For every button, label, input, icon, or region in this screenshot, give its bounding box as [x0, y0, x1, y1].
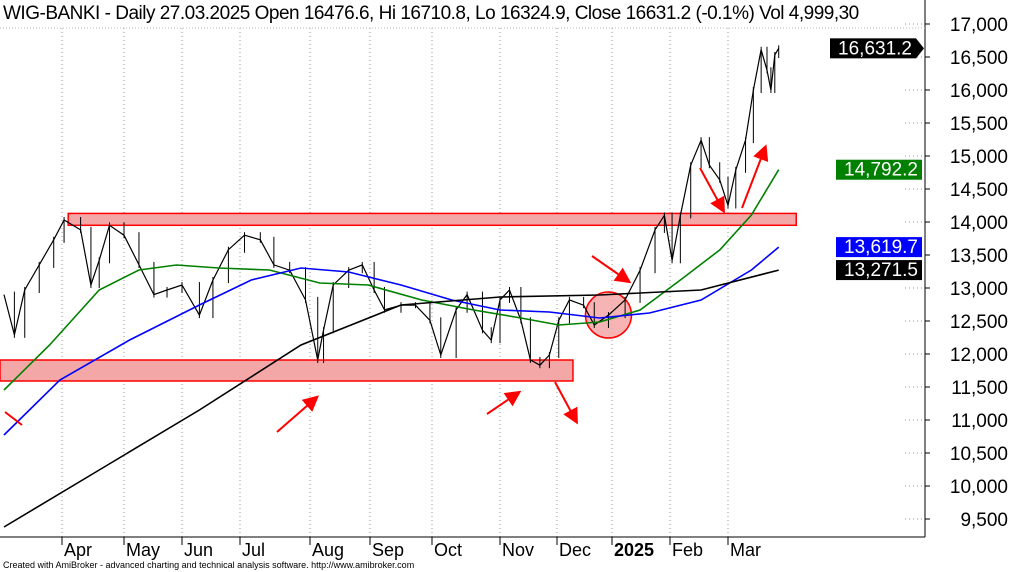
x-tick-label: Mar — [730, 540, 761, 560]
x-tick-label: Dec — [559, 540, 591, 560]
red-arrow-icon — [276, 395, 320, 433]
annotation-zones — [0, 212, 797, 382]
y-tick-label: 13,500 — [950, 246, 1008, 267]
badge-pointer — [916, 38, 924, 59]
y-tick-label: 12,000 — [950, 345, 1008, 366]
x-tick-label: Feb — [672, 540, 703, 560]
x-tick-label: 2025 — [614, 540, 654, 560]
red-mark — [4, 411, 23, 426]
badge-bg — [836, 159, 922, 180]
y-tick-label: 10,000 — [950, 477, 1008, 498]
y-tick-label: 14,000 — [950, 213, 1008, 234]
badge-label: 13,619.7 — [844, 237, 918, 258]
badge-bg — [830, 38, 916, 59]
x-tick-label: Nov — [502, 540, 534, 560]
moving-average-line-1 — [3, 169, 780, 391]
red-arrow-icon — [741, 144, 769, 209]
x-tick-label: Sep — [372, 540, 404, 560]
red-arrow-icon — [591, 255, 632, 284]
support-resistance-zone — [67, 212, 797, 227]
y-tick-label: 10,500 — [950, 444, 1008, 465]
ma-value-badge-2: 13,271.5 — [836, 260, 922, 281]
y-tick-label: 16,000 — [950, 81, 1008, 102]
badge-bg — [836, 260, 922, 281]
y-tick-label: 12,500 — [950, 312, 1008, 333]
y-tick-label: 17,000 — [950, 15, 1008, 36]
price-line — [3, 47, 780, 366]
series-lines — [3, 45, 780, 528]
x-tick-label: May — [126, 540, 160, 560]
ma-value-badge-1: 13,619.7 — [836, 237, 922, 258]
x-tick-label: Jun — [184, 540, 213, 560]
y-tick-label: 9,500 — [960, 510, 1008, 531]
y-tick-label: 11,500 — [951, 378, 1008, 399]
y-tick-label: 15,000 — [950, 147, 1008, 168]
y-tick-label: 11,000 — [951, 411, 1008, 432]
x-tick-label: Oct — [434, 540, 462, 560]
badge-label: 16,631.2 — [838, 38, 912, 59]
x-tick-label: Aug — [312, 540, 344, 560]
axes: 17,000 16,500 16,000 15,500 15,000 14,500 14,0… — [0, 0, 1008, 560]
badge-label: 14,792.2 — [844, 160, 918, 181]
red-arrow-icon — [554, 381, 578, 425]
badge-label: 13,271.5 — [844, 260, 918, 281]
moving-average-line-2 — [3, 246, 780, 436]
grid — [61, 23, 925, 537]
annotation-arrows — [4, 144, 769, 433]
y-tick-label: 14,500 — [950, 180, 1008, 201]
badge-bg — [836, 237, 922, 258]
y-tick-label: 15,500 — [950, 114, 1008, 135]
footer-credit: Created with AmiBroker - advanced charti… — [3, 560, 415, 570]
red-arrow-icon — [486, 390, 522, 415]
y-tick-label: 13,000 — [950, 279, 1008, 300]
support-resistance-zone — [0, 359, 574, 382]
x-tick-label: Apr — [64, 540, 92, 560]
value-badges: 16,631.2 14,792.2 13,619.713,271.5 — [830, 38, 924, 281]
x-tick-label: Jul — [242, 540, 265, 560]
chart-title: WIG-BANKI - Daily 27.03.2025 Open 16476.… — [3, 3, 859, 24]
red-arrow-icon — [699, 167, 725, 214]
ma-value-badge-0: 14,792.2 — [836, 159, 922, 181]
moving-average-line-3 — [3, 269, 779, 528]
y-tick-label: 16,500 — [950, 48, 1008, 69]
last-price-badge: 16,631.2 — [830, 38, 924, 59]
